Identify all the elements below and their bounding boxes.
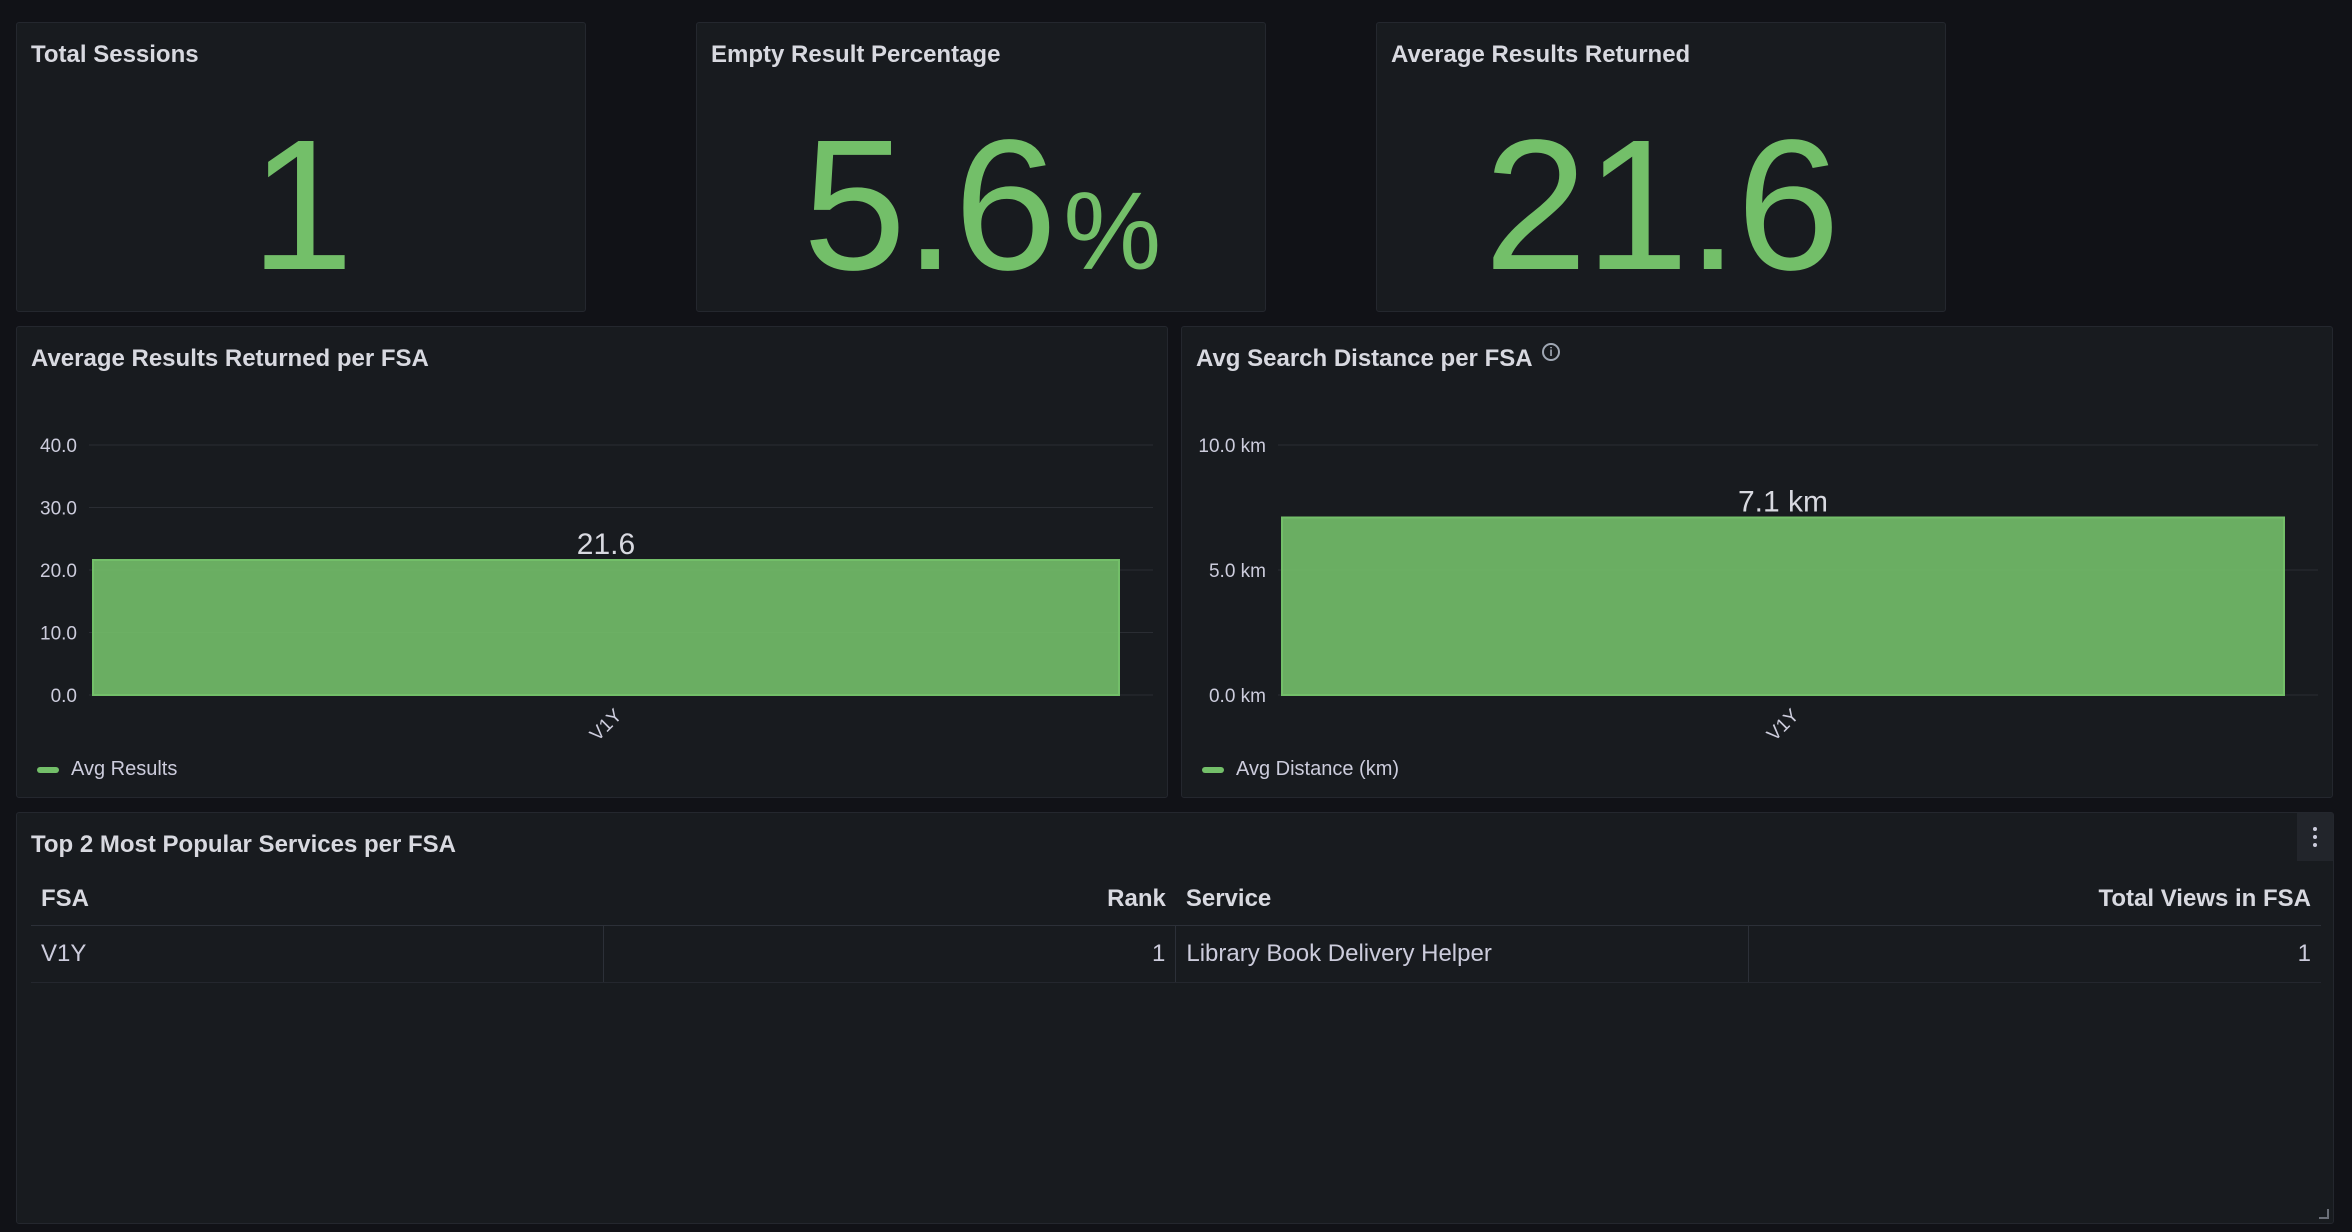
menu-dot-icon — [2313, 835, 2317, 839]
x-tick-label: V1Y — [1763, 705, 1803, 745]
panel-title: Total Sessions — [31, 41, 199, 68]
resize-handle[interactable] — [2319, 1209, 2329, 1219]
column-header-service[interactable]: Service — [1175, 873, 1749, 926]
cell-rank: 1 — [603, 925, 1177, 983]
stat-number: 1 — [250, 102, 353, 309]
stat-number: 5.6 — [802, 102, 1058, 309]
table-header-row: FSA Rank Service Total Views in FSA — [31, 873, 2321, 926]
y-tick-label: 30.0 — [40, 499, 77, 520]
legend-label: Avg Results — [71, 758, 178, 780]
y-tick-label: 5.0 km — [1209, 561, 1266, 582]
column-header-rank[interactable]: Rank — [603, 873, 1176, 926]
stat-number: 21.6 — [1483, 102, 1840, 309]
panel-title: Top 2 Most Popular Services per FSA — [31, 831, 456, 858]
cell-total-views: 1 — [1748, 925, 2321, 983]
services-table: FSA Rank Service Total Views in FSA V1Y … — [31, 873, 2321, 983]
y-tick-label: 10.0 km — [1198, 436, 1266, 457]
panel-title: Average Results Returned per FSA — [31, 345, 429, 372]
stat-panel-total-sessions: Total Sessions 1 — [16, 22, 586, 312]
panel-title: Average Results Returned — [1391, 41, 1691, 68]
chart-panel-avg-results: Average Results Returned per FSA 0.0 10.0… — [16, 326, 1168, 798]
data-label: 21.6 — [577, 528, 635, 561]
y-tick-label: 10.0 — [40, 624, 77, 645]
stat-value: 5.6% — [697, 113, 1265, 299]
legend[interactable]: Avg Distance (km) — [1202, 758, 1399, 781]
stat-panel-average-results-returned: Average Results Returned 21.6 — [1376, 22, 1946, 312]
cell-service: Library Book Delivery Helper — [1175, 925, 1749, 983]
panel-title: Avg Search Distance per FSA — [1196, 345, 1533, 372]
column-header-fsa[interactable]: FSA — [31, 873, 604, 926]
table-panel-top-services: Top 2 Most Popular Services per FSA FSA … — [16, 812, 2334, 1224]
data-label: 7.1 km — [1738, 486, 1828, 519]
y-tick-label: 0.0 — [51, 686, 77, 707]
legend[interactable]: Avg Results — [37, 758, 177, 781]
chart-panel-avg-distance: Avg Search Distance per FSA i 0.0 km 5.0 … — [1181, 326, 2333, 798]
stat-panel-empty-result-percentage: Empty Result Percentage 5.6% — [696, 22, 1266, 312]
panel-menu-button[interactable] — [2297, 813, 2333, 861]
legend-swatch — [37, 766, 59, 773]
bar-chart-avg-results: 0.0 10.0 20.0 30.0 40.0 21.6 V1Y — [40, 436, 1153, 745]
stat-value: 21.6 — [1377, 113, 1945, 299]
menu-dot-icon — [2313, 827, 2317, 831]
bar[interactable] — [92, 559, 1120, 696]
legend-swatch — [1202, 766, 1224, 773]
cell-fsa: V1Y — [31, 925, 604, 983]
info-icon[interactable]: i — [1542, 343, 1560, 361]
x-tick-label: V1Y — [586, 705, 626, 745]
panel-title: Empty Result Percentage — [711, 41, 1001, 68]
bar[interactable] — [1281, 516, 2285, 696]
y-tick-label: 20.0 — [40, 561, 77, 582]
menu-dot-icon — [2313, 843, 2317, 847]
y-tick-label: 40.0 — [40, 436, 77, 457]
stat-unit: % — [1063, 170, 1161, 293]
column-header-total-views[interactable]: Total Views in FSA — [1748, 873, 2321, 926]
table-row: V1Y 1 Library Book Delivery Helper 1 — [31, 925, 2321, 983]
stat-value: 1 — [17, 113, 585, 299]
y-tick-label: 0.0 km — [1209, 686, 1266, 707]
bar-chart-avg-distance: 0.0 km 5.0 km 10.0 km 7.1 km V1Y — [1198, 436, 2318, 745]
legend-label: Avg Distance (km) — [1236, 758, 1400, 780]
